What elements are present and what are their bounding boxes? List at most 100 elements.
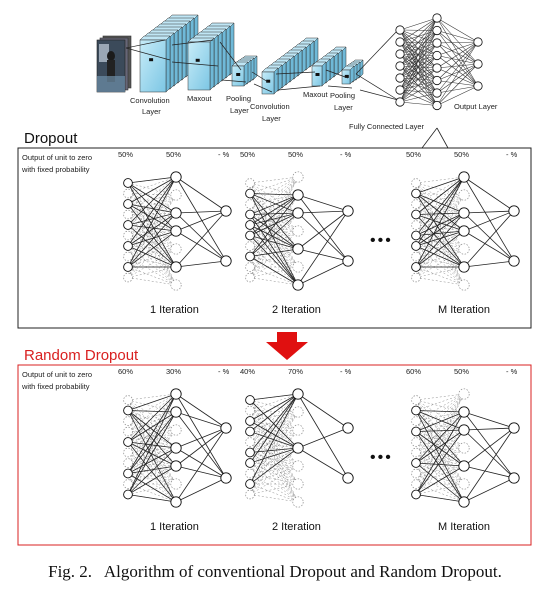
maxout-layer-1-stack-kernel — [195, 58, 200, 62]
active-neuron — [123, 405, 133, 416]
connection-line — [415, 410, 465, 485]
connection-line — [415, 411, 465, 495]
connection-line — [127, 230, 177, 268]
connection-line — [415, 182, 465, 196]
connection-line — [249, 248, 299, 268]
connection-line — [127, 494, 177, 503]
active-neuron — [292, 207, 304, 219]
active-neuron — [170, 460, 182, 472]
active-neuron — [123, 199, 133, 209]
connection-line — [415, 441, 465, 485]
label-convolution-2: Convolution — [250, 102, 290, 111]
connection-line — [415, 411, 465, 453]
dropped-neuron — [458, 243, 470, 255]
dropped-neuron — [245, 262, 255, 272]
connection-line — [415, 420, 465, 431]
connection-line — [249, 399, 299, 413]
dropped-neuron — [123, 416, 133, 426]
connection-line — [249, 194, 299, 226]
active-neuron — [170, 406, 182, 418]
connection-line — [127, 224, 177, 232]
connection-line — [415, 462, 465, 467]
active-neuron — [411, 458, 421, 468]
connection-line — [415, 248, 465, 278]
network-iteration-2: 40% 70% - % 2 Iteration — [240, 367, 354, 533]
active-neuron — [170, 496, 182, 508]
connection-line — [415, 429, 465, 432]
dropped-neuron — [292, 496, 304, 508]
connection-line — [127, 193, 177, 196]
connection-line — [127, 462, 177, 485]
active-neuron — [411, 405, 421, 416]
connection-line — [127, 411, 177, 453]
conv-layer-1-stack-top-face — [139, 35, 171, 41]
connection-line — [415, 393, 465, 474]
output-neuron — [342, 255, 354, 267]
connection-line — [436, 85, 479, 106]
connection-line — [249, 393, 299, 453]
connection-line — [415, 410, 465, 467]
connection-line — [249, 194, 299, 257]
connection-line — [249, 235, 299, 286]
connection-line — [127, 429, 177, 443]
connection-line — [415, 452, 465, 467]
connection-line — [415, 194, 465, 268]
connection-line — [175, 477, 227, 503]
active-neuron — [245, 188, 255, 199]
connection-line — [415, 462, 465, 503]
active-connections — [415, 176, 515, 268]
dropped-neuron — [411, 251, 421, 262]
connection-line — [415, 224, 465, 250]
connection-line — [249, 483, 299, 503]
connection-line — [297, 212, 349, 262]
connection-line — [415, 473, 465, 485]
connection-line — [249, 235, 299, 250]
connection-line — [127, 266, 177, 278]
random-dropout-note-line2: with fixed probability — [21, 382, 90, 391]
neuron — [395, 25, 405, 35]
connection-line — [415, 410, 465, 503]
connection-line — [436, 41, 479, 69]
connection-line — [399, 55, 438, 103]
connection-line — [175, 210, 227, 268]
pooling-layer-2-stack-kernel — [344, 74, 349, 78]
connection-line — [127, 441, 177, 485]
connection-line — [175, 411, 227, 479]
dropout-networks: 50% 50% - % 1 Iteration 50% 50% - % 2 Iteration… — [118, 150, 520, 316]
input-image-stack — [96, 35, 132, 93]
connection-line — [127, 465, 177, 495]
connection-line — [249, 393, 299, 443]
conv-layer-2-stack-side-face — [273, 67, 279, 95]
dropped-neuron — [123, 272, 133, 283]
connection-line — [249, 212, 299, 247]
dropped-neuron — [411, 479, 421, 489]
connection-line — [127, 447, 177, 474]
connection-line — [249, 176, 299, 226]
active-neuron — [458, 424, 470, 436]
connection-line — [175, 393, 227, 479]
dropout-rate-layer-3: - % — [340, 150, 352, 159]
connection-line — [127, 483, 177, 495]
conv-layer-1-stack-side-face — [177, 26, 183, 84]
conv-layer-1-stack-side-face — [173, 29, 179, 87]
dropout-rate-layer-3: - % — [506, 150, 518, 159]
connection-line — [415, 399, 465, 413]
connection-line — [127, 429, 177, 464]
connection-line — [463, 210, 515, 268]
neuron — [473, 59, 483, 69]
dropped-neuron — [411, 178, 421, 188]
connection-line — [249, 429, 299, 474]
connection-line — [415, 194, 465, 215]
connection-line — [127, 393, 177, 443]
connection-line — [415, 212, 465, 268]
active-connections — [249, 193, 349, 286]
maxout-layer-2-stack — [311, 46, 347, 87]
connection-line — [127, 411, 177, 485]
connection-line — [415, 441, 465, 449]
inactive-connections — [415, 393, 465, 503]
connection-line — [249, 411, 299, 432]
connection-line — [399, 42, 438, 103]
connection-line — [463, 429, 515, 479]
dropout-note-line1: Output of unit to zero — [22, 153, 92, 162]
connection-line — [127, 203, 177, 214]
